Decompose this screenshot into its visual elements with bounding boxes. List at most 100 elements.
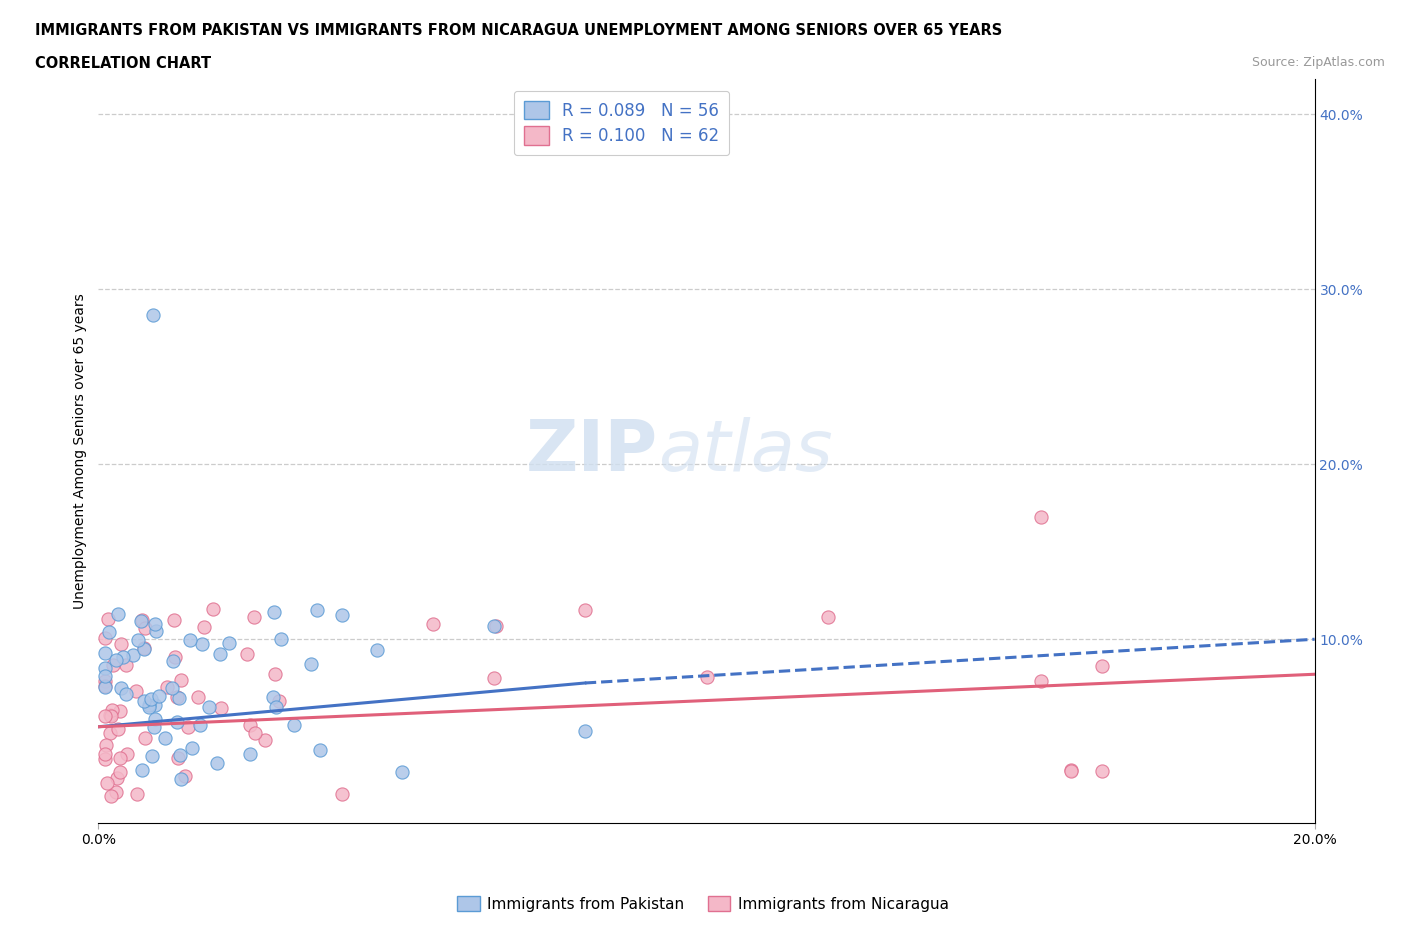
Text: IMMIGRANTS FROM PAKISTAN VS IMMIGRANTS FROM NICARAGUA UNEMPLOYMENT AMONG SENIORS: IMMIGRANTS FROM PAKISTAN VS IMMIGRANTS F…: [35, 23, 1002, 38]
Point: [93, 661, 115, 676]
Point: [104, 652, 127, 667]
Point: [174, 769, 197, 784]
Point: [108, 764, 131, 779]
Point: [142, 308, 165, 323]
Text: atlas: atlas: [658, 417, 832, 485]
Point: [177, 720, 200, 735]
Point: [131, 763, 153, 777]
Point: [484, 618, 506, 633]
Point: [817, 609, 839, 624]
Point: [1060, 763, 1083, 777]
Point: [166, 715, 188, 730]
Point: [266, 699, 288, 714]
Point: [307, 603, 329, 618]
Point: [482, 618, 505, 633]
Point: [98, 708, 121, 723]
Point: [330, 607, 353, 622]
Point: [101, 658, 124, 672]
Point: [134, 620, 156, 635]
Point: [191, 636, 214, 651]
Point: [101, 702, 124, 717]
Text: CORRELATION CHART: CORRELATION CHART: [35, 56, 211, 71]
Point: [160, 681, 183, 696]
Point: [97, 625, 120, 640]
Point: [125, 684, 148, 698]
Point: [243, 725, 266, 740]
Point: [169, 748, 191, 763]
Y-axis label: Unemployment Among Seniors over 65 years: Unemployment Among Seniors over 65 years: [73, 293, 87, 609]
Point: [270, 631, 292, 646]
Point: [141, 691, 163, 706]
Point: [696, 670, 718, 684]
Point: [127, 787, 149, 802]
Point: [166, 751, 188, 765]
Legend: R = 0.089   N = 56, R = 0.100   N = 62: R = 0.089 N = 56, R = 0.100 N = 62: [513, 91, 730, 155]
Point: [134, 731, 156, 746]
Point: [262, 689, 284, 704]
Point: [131, 613, 153, 628]
Point: [209, 701, 232, 716]
Point: [93, 680, 115, 695]
Point: [193, 619, 215, 634]
Point: [253, 733, 276, 748]
Point: [209, 646, 232, 661]
Point: [263, 667, 285, 682]
Point: [391, 764, 413, 779]
Point: [1029, 510, 1052, 525]
Point: [142, 719, 165, 734]
Point: [574, 603, 596, 618]
Point: [187, 689, 209, 704]
Point: [134, 641, 156, 656]
Point: [115, 686, 138, 701]
Legend: Immigrants from Pakistan, Immigrants from Nicaragua: Immigrants from Pakistan, Immigrants fro…: [451, 889, 955, 918]
Point: [1029, 674, 1052, 689]
Point: [179, 632, 201, 647]
Point: [143, 698, 166, 712]
Point: [218, 635, 240, 650]
Point: [235, 646, 257, 661]
Point: [93, 646, 115, 661]
Point: [242, 610, 264, 625]
Point: [308, 743, 330, 758]
Point: [366, 642, 388, 657]
Point: [422, 616, 444, 631]
Point: [170, 772, 193, 787]
Point: [167, 691, 190, 706]
Point: [129, 613, 152, 628]
Point: [110, 637, 132, 652]
Point: [141, 749, 163, 764]
Point: [127, 632, 149, 647]
Point: [96, 776, 118, 790]
Point: [482, 671, 505, 685]
Point: [202, 602, 225, 617]
Point: [163, 612, 186, 627]
Point: [115, 747, 138, 762]
Point: [114, 658, 136, 672]
Point: [100, 789, 122, 804]
Point: [170, 672, 193, 687]
Text: ZIP: ZIP: [526, 417, 658, 485]
Point: [143, 711, 166, 726]
Point: [148, 688, 170, 703]
Point: [110, 704, 132, 719]
Point: [155, 731, 177, 746]
Point: [283, 718, 305, 733]
Point: [143, 617, 166, 631]
Point: [107, 606, 129, 621]
Point: [299, 657, 322, 671]
Point: [574, 724, 596, 738]
Point: [165, 649, 187, 664]
Point: [239, 718, 262, 733]
Point: [108, 751, 131, 765]
Point: [1091, 658, 1114, 673]
Point: [166, 690, 188, 705]
Point: [134, 642, 156, 657]
Point: [162, 654, 184, 669]
Point: [97, 612, 120, 627]
Point: [93, 668, 115, 683]
Point: [100, 709, 122, 724]
Point: [93, 751, 115, 766]
Point: [198, 699, 221, 714]
Point: [263, 604, 285, 619]
Point: [207, 756, 229, 771]
